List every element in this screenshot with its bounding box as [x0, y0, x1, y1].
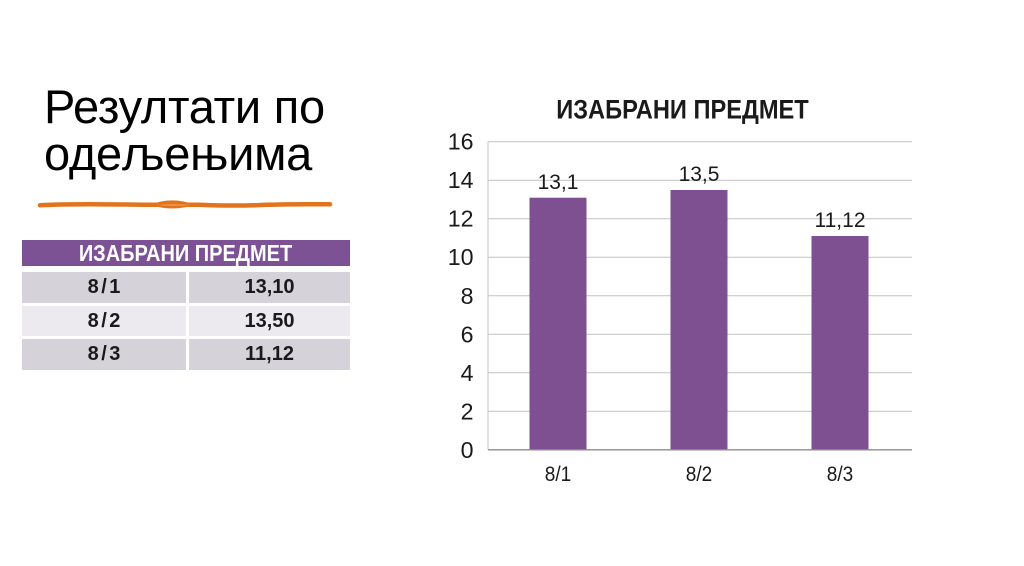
svg-text:8: 8 — [461, 283, 474, 309]
svg-text:2: 2 — [461, 398, 474, 424]
svg-text:8/2: 8/2 — [686, 463, 713, 486]
svg-text:8/3: 8/3 — [827, 463, 854, 486]
svg-text:12: 12 — [448, 206, 474, 232]
svg-text:6: 6 — [461, 321, 474, 347]
svg-text:16: 16 — [448, 129, 474, 155]
svg-text:4: 4 — [461, 360, 474, 386]
svg-text:13,5: 13,5 — [679, 163, 720, 186]
svg-text:8/1: 8/1 — [545, 463, 572, 486]
svg-text:0: 0 — [461, 437, 474, 463]
svg-text:13,1: 13,1 — [538, 171, 579, 194]
svg-text:10: 10 — [448, 244, 474, 270]
svg-text:14: 14 — [448, 167, 474, 193]
svg-text:11,12: 11,12 — [815, 209, 866, 232]
svg-text:ИЗАБРАНИ ПРЕДМЕТ: ИЗАБРАНИ ПРЕДМЕТ — [556, 95, 809, 125]
